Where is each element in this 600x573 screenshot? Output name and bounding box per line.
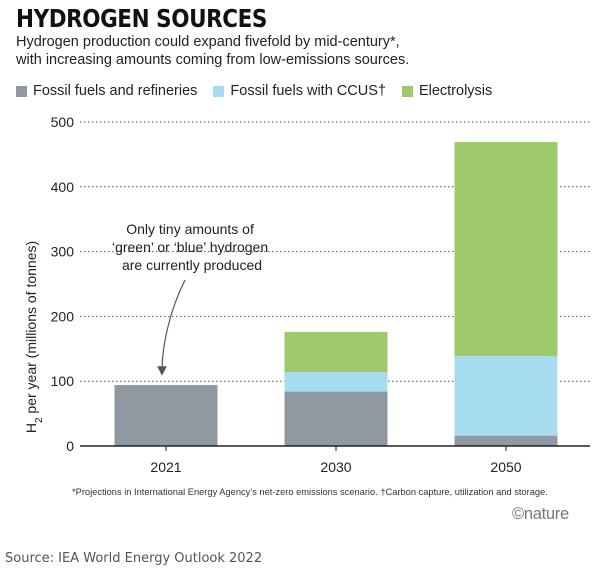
legend-item-ccus: Fossil fuels with CCUS† (213, 83, 386, 99)
bar-2050-series-0 (454, 435, 558, 446)
annotation-arrow (157, 279, 186, 376)
y-axis-label-rest: per year (millions of tonnes) (23, 241, 39, 418)
chart-title: HYDROGEN SOURCES (16, 4, 267, 33)
y-tick-label-200: 200 (51, 308, 75, 324)
chart-card: HYDROGEN SOURCES Hydrogen production cou… (16, 4, 590, 523)
legend-swatch-electrolysis (401, 85, 413, 97)
y-tick-label-400: 400 (51, 179, 75, 195)
footnote: *Projections in International Energy Age… (72, 487, 548, 497)
bar-2021-series-0 (114, 385, 218, 446)
legend-item-electrolysis: Electrolysis (401, 83, 493, 99)
annotation: Only tiny amounts of ‘green’ or ‘blue’ h… (112, 221, 272, 376)
bar-2030-series-0 (284, 391, 388, 446)
legend-label-electrolysis: Electrolysis (418, 83, 493, 99)
annotation-line-1: Only tiny amounts of (126, 221, 254, 237)
x-tick-label-2030: 2030 (320, 459, 351, 475)
subtitle-line-2: with increasing amounts coming from low-… (16, 52, 410, 68)
y-tick-label-0: 0 (66, 438, 74, 454)
legend-item-fossil: Fossil fuels and refineries (16, 83, 197, 99)
y-axis-label-sub: 2 (34, 417, 45, 423)
y-tick-label-300: 300 (51, 244, 75, 260)
y-axis-label: H2 per year (millions of tonnes) (23, 241, 45, 433)
legend-label-ccus: Fossil fuels with CCUS† (230, 83, 386, 99)
svg-text:Only tiny amounts of ‘: Only tiny amounts of ‘green’ or ‘blue’ h… (112, 221, 272, 273)
legend-swatch-fossil (16, 85, 27, 97)
legend: Fossil fuels and refineries Fossil fuels… (16, 82, 508, 100)
annotation-line-3: are currently produced (122, 257, 262, 273)
chart-subtitle: Hydrogen production could expand fivefol… (16, 33, 586, 69)
legend-label-fossil: Fossil fuels and refineries (33, 83, 198, 99)
annotation-line-2: ‘green’ or ‘blue’ hydrogen (112, 239, 268, 255)
bar-2030-series-2 (284, 331, 388, 373)
y-tick-label-500: 500 (51, 114, 75, 130)
stacked-bar-chart: 0 100 200 300 400 500 2021 2030 2050 H2 per year… (23, 114, 590, 475)
source-caption: Source: IEA World Energy Outlook 2022 (5, 551, 263, 566)
y-tick-label-100: 100 (51, 373, 75, 389)
x-tick-label-2050: 2050 (490, 459, 521, 475)
legend-swatch-ccus (213, 85, 225, 97)
axis-layer: 0 100 200 300 400 500 2021 2030 2050 (51, 114, 590, 475)
bar-2030-series-1 (284, 372, 388, 392)
subtitle-line-1: Hydrogen production could expand fivefol… (16, 34, 400, 50)
bars-layer (114, 142, 558, 446)
bar-2050-series-1 (454, 355, 558, 436)
y-axis-label-main: H (23, 423, 39, 433)
bar-2050-series-2 (454, 142, 558, 356)
nature-logo: ©nature (512, 505, 569, 523)
x-tick-label-2021: 2021 (150, 459, 181, 475)
